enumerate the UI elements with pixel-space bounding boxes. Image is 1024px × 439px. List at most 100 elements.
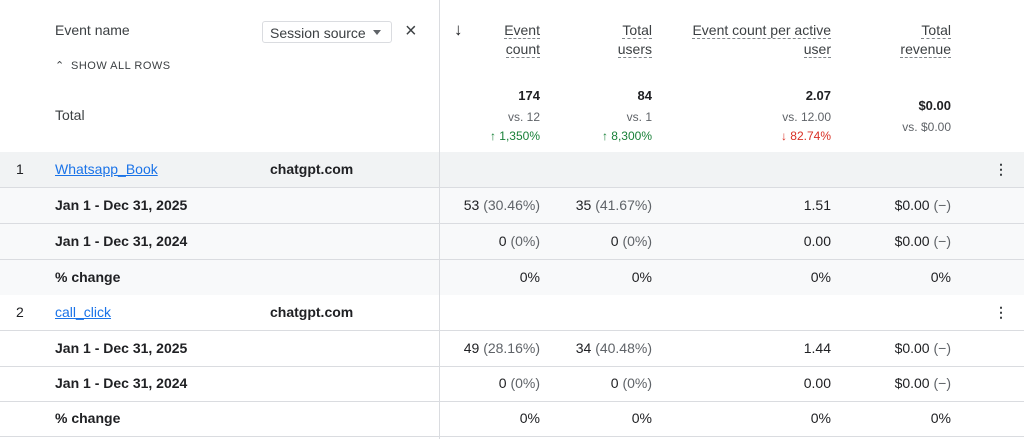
total-users-pct: (41.67%) bbox=[595, 197, 652, 213]
event-count-cell: 0 (0%) bbox=[499, 366, 540, 401]
revenue-value: $0.00 bbox=[894, 233, 930, 249]
revenue-cell: $0.00 (−) bbox=[895, 188, 951, 223]
revenue-value: $0.00 bbox=[894, 340, 930, 356]
revenue-value: $0.00 bbox=[894, 375, 930, 391]
row-index: 1 bbox=[16, 161, 24, 177]
per-user-change: 0% bbox=[810, 269, 831, 285]
revenue-pct: (−) bbox=[933, 233, 952, 249]
event-count-value: 49 bbox=[463, 340, 480, 356]
total-users-change: ↑ 8,300% bbox=[601, 129, 652, 143]
per-user-cell: 0.00 bbox=[803, 375, 831, 391]
per-user-change: 0% bbox=[810, 410, 831, 426]
event-count-change: 0% bbox=[519, 410, 540, 426]
total-revenue: $0.00 bbox=[918, 98, 951, 113]
total-users-change: 0% bbox=[631, 269, 652, 285]
column-header-line: Event bbox=[504, 22, 540, 39]
total-per-user-prev: vs. 12.00 bbox=[782, 110, 831, 124]
per-user-cell: 1.51 bbox=[803, 197, 831, 213]
total-users-pct: (0%) bbox=[622, 375, 652, 391]
total-users: 84 bbox=[637, 88, 652, 103]
revenue-value: $0.00 bbox=[894, 197, 930, 213]
total-users-value: 0 bbox=[610, 233, 619, 249]
total-users-cell: 0 (0%) bbox=[611, 224, 652, 259]
show-all-rows-button[interactable]: ⌃ SHOW ALL ROWS bbox=[55, 59, 171, 72]
total-users-value: 34 bbox=[575, 340, 592, 356]
event-name-link[interactable]: Whatsapp_Book bbox=[55, 161, 158, 177]
column-header-total-revenue[interactable]: Total revenue bbox=[851, 21, 951, 59]
total-revenue-prev: vs. $0.00 bbox=[902, 120, 951, 134]
event-name-header[interactable]: Event name bbox=[55, 22, 130, 38]
date-range-label: Jan 1 - Dec 31, 2024 bbox=[55, 375, 188, 391]
event-count-change: 0% bbox=[519, 269, 540, 285]
column-header-line: Total bbox=[622, 22, 652, 39]
chevron-down-icon bbox=[373, 30, 381, 35]
event-count-cell: 53 (30.46%) bbox=[464, 188, 540, 223]
event-count-value: 53 bbox=[463, 197, 480, 213]
column-header-line: user bbox=[803, 41, 831, 58]
total-users-prev: vs. 1 bbox=[626, 110, 652, 124]
event-count-pct: (0%) bbox=[510, 375, 540, 391]
total-users-change: 0% bbox=[631, 410, 652, 426]
table-row: Jan 1 - Dec 31, 2024 0 (0%) 0 (0%) 0.00 … bbox=[0, 366, 1024, 402]
column-header-total-users[interactable]: Total users bbox=[552, 21, 652, 59]
table-row[interactable]: 2 call_click chatgpt.com ⋮ bbox=[0, 295, 1024, 331]
total-per-user: 2.07 bbox=[805, 88, 831, 103]
more-vert-icon[interactable]: ⋮ bbox=[994, 161, 1008, 177]
revenue-pct: (−) bbox=[933, 197, 952, 213]
total-event-count-change: ↑ 1,350% bbox=[489, 129, 540, 143]
total-per-user-change: ↓ 82.74% bbox=[780, 129, 831, 143]
per-user-cell: 1.44 bbox=[803, 340, 831, 356]
session-source-select[interactable]: Session source bbox=[262, 21, 392, 43]
row-index: 2 bbox=[16, 304, 24, 320]
table-row: Jan 1 - Dec 31, 2024 0 (0%) 0 (0%) 0.00 … bbox=[0, 224, 1024, 260]
sort-descending-icon[interactable]: ↓ bbox=[454, 20, 463, 39]
column-header-event-count[interactable]: Event count bbox=[440, 21, 540, 59]
table-row: Jan 1 - Dec 31, 2025 53 (30.46%) 35 (41.… bbox=[0, 188, 1024, 224]
event-count-pct: (30.46%) bbox=[483, 197, 540, 213]
total-users-cell: 0 (0%) bbox=[611, 366, 652, 401]
revenue-pct: (−) bbox=[933, 340, 952, 356]
total-event-count-prev: vs. 12 bbox=[507, 110, 540, 124]
table-row: Jan 1 - Dec 31, 2025 49 (28.16%) 34 (40.… bbox=[0, 331, 1024, 367]
column-header-line: count bbox=[505, 41, 540, 58]
date-range-label: Jan 1 - Dec 31, 2024 bbox=[55, 233, 188, 249]
total-users-value: 35 bbox=[575, 197, 592, 213]
total-users-pct: (0%) bbox=[622, 233, 652, 249]
total-event-count: 174 bbox=[518, 88, 540, 103]
table-row[interactable]: 1 Whatsapp_Book chatgpt.com ⋮ bbox=[0, 152, 1024, 188]
total-users-cell: 35 (41.67%) bbox=[576, 188, 652, 223]
revenue-cell: $0.00 (−) bbox=[895, 366, 951, 401]
column-divider bbox=[439, 0, 440, 439]
percent-change-label: % change bbox=[55, 269, 121, 285]
total-users-cell: 34 (40.48%) bbox=[576, 331, 652, 366]
table-header bbox=[0, 0, 1024, 153]
table-row: % change 0% 0% 0% 0% bbox=[0, 401, 1024, 437]
revenue-cell: $0.00 (−) bbox=[895, 224, 951, 259]
revenue-change: 0% bbox=[930, 269, 951, 285]
date-range-label: Jan 1 - Dec 31, 2025 bbox=[55, 340, 188, 356]
column-header-line: Total bbox=[921, 22, 951, 39]
date-range-label: Jan 1 - Dec 31, 2025 bbox=[55, 197, 188, 213]
total-label: Total bbox=[55, 107, 85, 123]
show-all-rows-label: SHOW ALL ROWS bbox=[71, 60, 171, 72]
event-name-link[interactable]: call_click bbox=[55, 304, 112, 320]
total-users-value: 0 bbox=[610, 375, 619, 391]
event-count-cell: 0 (0%) bbox=[499, 224, 540, 259]
more-vert-icon[interactable]: ⋮ bbox=[994, 304, 1008, 320]
total-users-pct: (40.48%) bbox=[595, 340, 652, 356]
event-count-pct: (28.16%) bbox=[483, 340, 540, 356]
column-header-line: revenue bbox=[900, 41, 951, 58]
event-count-value: 0 bbox=[498, 375, 507, 391]
percent-change-label: % change bbox=[55, 410, 121, 426]
event-count-pct: (0%) bbox=[510, 233, 540, 249]
per-user-cell: 0.00 bbox=[803, 233, 831, 249]
column-header-event-count-per-user[interactable]: Event count per active user bbox=[631, 21, 831, 59]
table-row: % change 0% 0% 0% 0% bbox=[0, 260, 1024, 296]
column-header-line: Event count per active bbox=[692, 22, 831, 39]
expand-collapse-icon: ⌃ bbox=[55, 60, 65, 72]
event-count-value: 0 bbox=[498, 233, 507, 249]
revenue-change: 0% bbox=[930, 410, 951, 426]
remove-dimension-icon[interactable]: × bbox=[405, 20, 417, 42]
session-source-value: chatgpt.com bbox=[270, 161, 354, 177]
session-source-value: chatgpt.com bbox=[270, 304, 354, 320]
